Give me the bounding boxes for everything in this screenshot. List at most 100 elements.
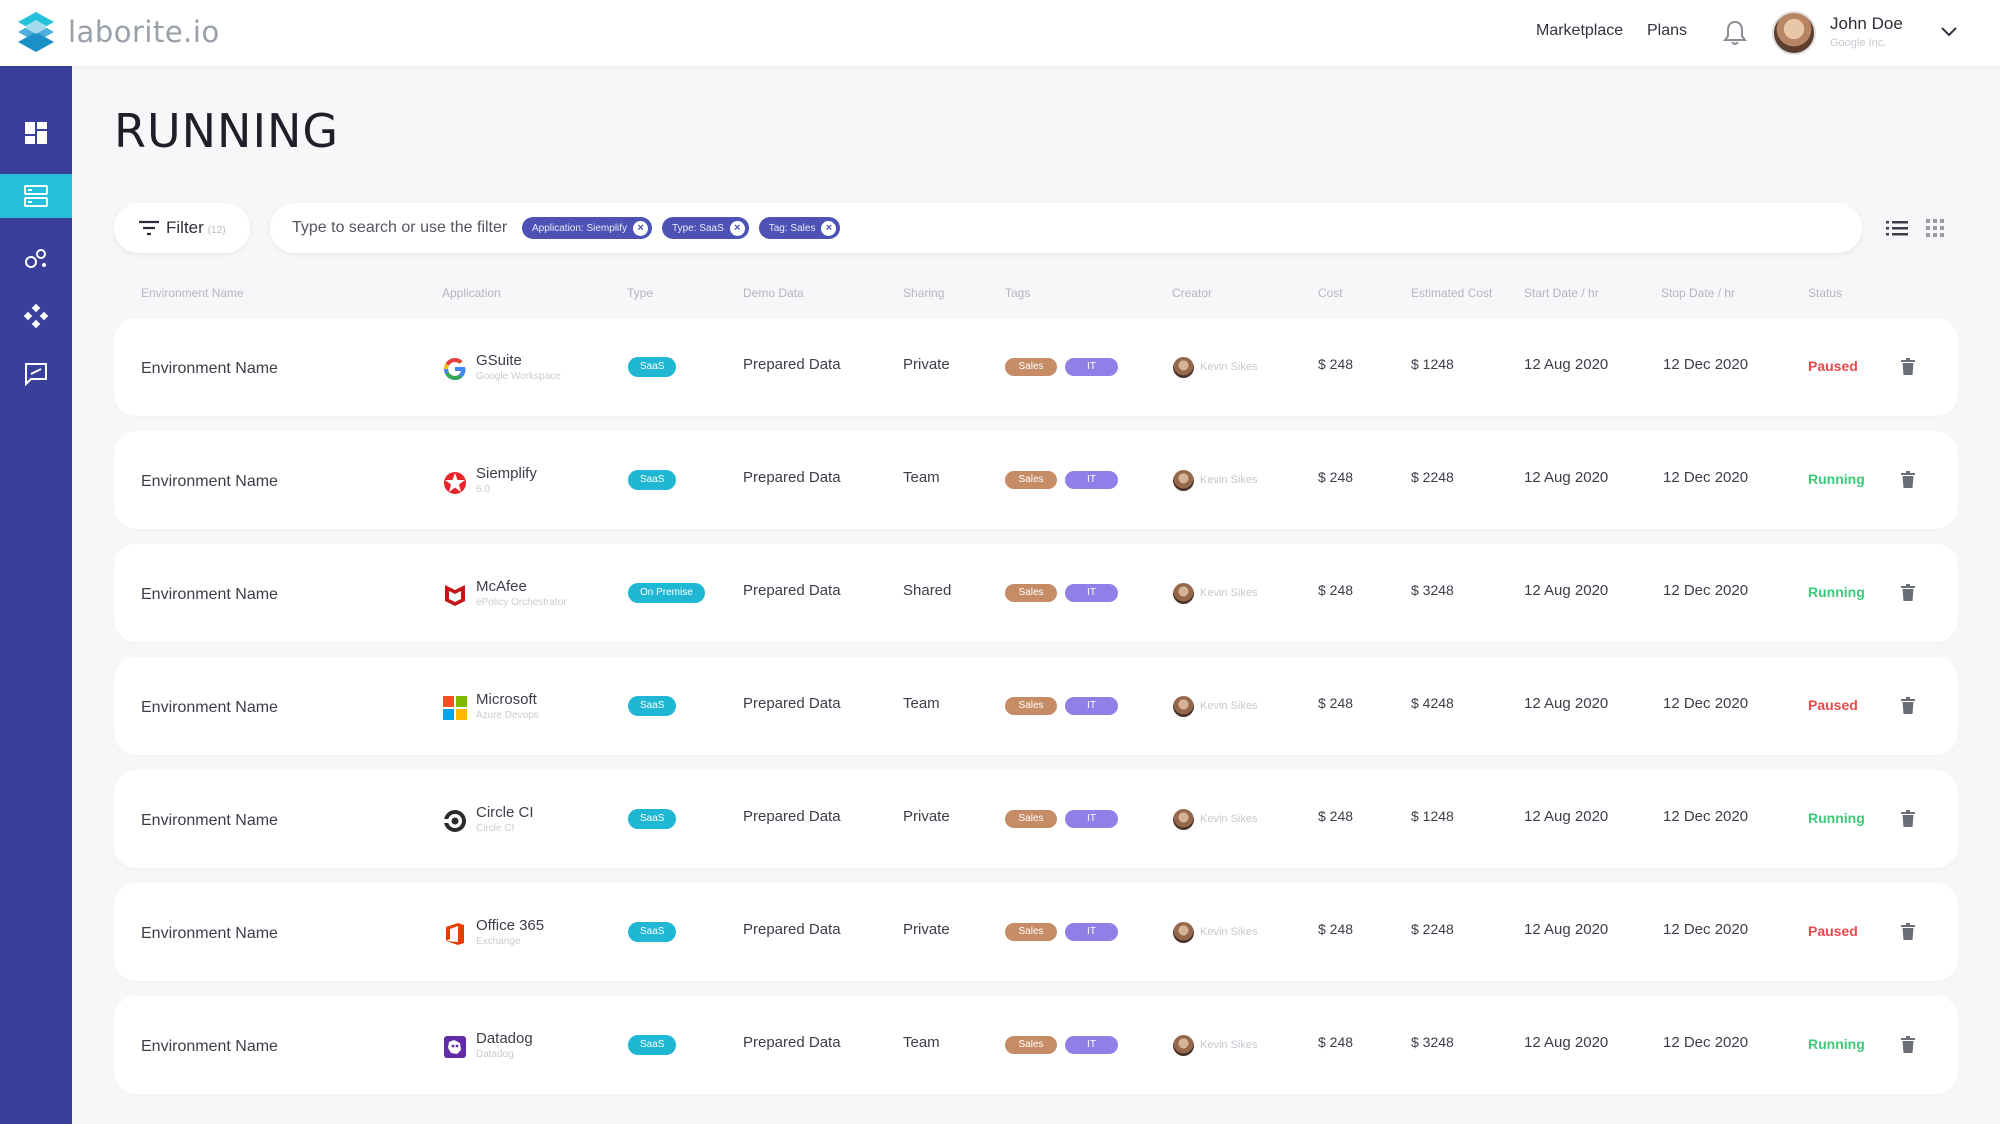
environment-name[interactable]: Environment Name xyxy=(141,586,278,603)
tag-sales: Sales xyxy=(1005,1036,1057,1054)
estimated-cost-value: $ 1248 xyxy=(1411,808,1454,824)
cost-value: $ 248 xyxy=(1318,582,1354,598)
creator-avatar xyxy=(1173,1035,1194,1056)
filter-icon xyxy=(139,220,159,236)
estimated-cost-value: $ 3248 xyxy=(1411,582,1454,598)
demo-data: Prepared Data xyxy=(743,695,841,712)
col-header-estimated-cost[interactable]: Estimated Cost xyxy=(1411,286,1493,300)
col-header-demo-data[interactable]: Demo Data xyxy=(743,286,804,300)
sidebar-item-feedback[interactable] xyxy=(0,352,72,396)
col-header-sharing[interactable]: Sharing xyxy=(903,286,945,300)
filter-chip-type[interactable]: Type: SaaS × xyxy=(662,217,749,239)
col-header-environment-name[interactable]: Environment Name xyxy=(141,286,244,300)
creator-avatar xyxy=(1173,696,1194,717)
sidebar-item-environments[interactable] xyxy=(0,174,72,218)
estimated-cost-value: $ 3248 xyxy=(1411,1034,1454,1050)
feedback-icon xyxy=(25,363,47,387)
tag-it: IT xyxy=(1065,584,1118,602)
trash-icon[interactable] xyxy=(1901,923,1915,940)
estimated-cost-value: $ 2248 xyxy=(1411,921,1454,937)
notification-bell-icon[interactable] xyxy=(1722,19,1748,47)
environment-name[interactable]: Environment Name xyxy=(141,360,278,377)
status-badge: Paused xyxy=(1808,923,1858,939)
nav-plans-link[interactable]: Plans xyxy=(1647,22,1688,39)
sidebar-item-integrations[interactable] xyxy=(0,236,72,280)
user-name[interactable]: John Doe xyxy=(1830,14,1903,33)
demo-data: Prepared Data xyxy=(743,921,841,938)
col-header-start-date[interactable]: Start Date / hr xyxy=(1524,286,1599,300)
trash-icon[interactable] xyxy=(1901,358,1915,375)
tag-it: IT xyxy=(1065,810,1118,828)
tag-sales: Sales xyxy=(1005,923,1057,941)
type-badge: SaaS xyxy=(628,696,677,716)
tag-sales: Sales xyxy=(1005,584,1057,602)
start-date: 12 Aug 2020 xyxy=(1524,356,1609,373)
trash-icon[interactable] xyxy=(1901,471,1915,488)
sharing-value: Team xyxy=(903,1034,940,1051)
chevron-down-icon[interactable] xyxy=(1940,22,1958,40)
environment-name[interactable]: Environment Name xyxy=(141,699,278,716)
type-badge: On Premise xyxy=(628,583,705,603)
nav-marketplace-link[interactable]: Marketplace xyxy=(1536,22,1624,39)
top-header: laborite.io Marketplace Plans John Doe G… xyxy=(0,0,2000,66)
creator-name: Kevin Sikes xyxy=(1200,361,1258,373)
table-row[interactable]: Environment Name Siemplify 6.0 SaaS Prep… xyxy=(114,431,1958,529)
gsuite-logo-icon xyxy=(442,356,468,382)
environment-name[interactable]: Environment Name xyxy=(141,812,278,829)
col-header-type[interactable]: Type xyxy=(627,286,654,300)
sharing-value: Team xyxy=(903,469,940,486)
table-row[interactable]: Environment Name Circle CI Circle CI Saa… xyxy=(114,770,1958,868)
col-header-tags[interactable]: Tags xyxy=(1005,286,1031,300)
creator-avatar xyxy=(1173,583,1194,604)
brand-logo[interactable]: laborite.io xyxy=(14,10,220,54)
start-date: 12 Aug 2020 xyxy=(1524,808,1609,825)
sharing-value: Private xyxy=(903,921,950,938)
user-company: Google Inc. xyxy=(1830,37,1887,49)
tag-sales: Sales xyxy=(1005,810,1057,828)
user-avatar[interactable] xyxy=(1772,11,1816,55)
col-header-status[interactable]: Status xyxy=(1808,286,1843,300)
stop-date: 12 Dec 2020 xyxy=(1663,921,1749,938)
trash-icon[interactable] xyxy=(1901,1036,1915,1053)
grid-view-icon[interactable] xyxy=(1925,218,1945,238)
table-row[interactable]: Environment Name Microsoft Azure Devops … xyxy=(114,657,1958,755)
creator-name: Kevin Sikes xyxy=(1200,700,1258,712)
table-row[interactable]: Environment Name Datadog Datadog SaaS Pr… xyxy=(114,996,1958,1094)
environment-name[interactable]: Environment Name xyxy=(141,925,278,942)
cost-value: $ 248 xyxy=(1318,921,1354,937)
chip-label: Type: SaaS xyxy=(672,222,724,234)
creator-avatar xyxy=(1173,470,1194,491)
creator-avatar xyxy=(1173,809,1194,830)
filter-chip-tag[interactable]: Tag: Sales × xyxy=(758,217,841,239)
col-header-cost[interactable]: Cost xyxy=(1318,286,1343,300)
search-input[interactable] xyxy=(292,219,512,237)
col-header-stop-date[interactable]: Stop Date / hr xyxy=(1661,286,1736,300)
estimated-cost-value: $ 1248 xyxy=(1411,356,1454,372)
trash-icon[interactable] xyxy=(1901,697,1915,714)
status-badge: Running xyxy=(1808,810,1865,826)
col-header-application[interactable]: Application xyxy=(442,286,501,300)
list-view-icon[interactable] xyxy=(1886,218,1908,238)
sidebar-item-dashboard[interactable] xyxy=(0,111,72,155)
sharing-value: Team xyxy=(903,695,940,712)
filter-button[interactable]: Filter (12) xyxy=(114,203,250,253)
environment-name[interactable]: Environment Name xyxy=(141,473,278,490)
trash-icon[interactable] xyxy=(1901,810,1915,827)
environment-name[interactable]: Environment Name xyxy=(141,1038,278,1055)
trash-icon[interactable] xyxy=(1901,584,1915,601)
col-header-creator[interactable]: Creator xyxy=(1172,286,1213,300)
status-badge: Paused xyxy=(1808,697,1858,713)
close-icon[interactable]: × xyxy=(821,220,837,236)
cost-value: $ 248 xyxy=(1318,1034,1354,1050)
close-icon[interactable]: × xyxy=(633,220,649,236)
cost-value: $ 248 xyxy=(1318,808,1354,824)
table-row[interactable]: Environment Name GSuite Google Workspace… xyxy=(114,318,1958,416)
table-row[interactable]: Environment Name McAfee ePolicy Orchestr… xyxy=(114,544,1958,642)
table-row[interactable]: Environment Name Office 365 Exchange Saa… xyxy=(114,883,1958,981)
stop-date: 12 Dec 2020 xyxy=(1663,582,1749,599)
sidebar-item-workflow[interactable] xyxy=(0,294,72,338)
tag-it: IT xyxy=(1065,697,1118,715)
start-date: 12 Aug 2020 xyxy=(1524,582,1609,599)
filter-chip-application[interactable]: Application: Siemplify × xyxy=(522,217,653,239)
close-icon[interactable]: × xyxy=(729,220,745,236)
